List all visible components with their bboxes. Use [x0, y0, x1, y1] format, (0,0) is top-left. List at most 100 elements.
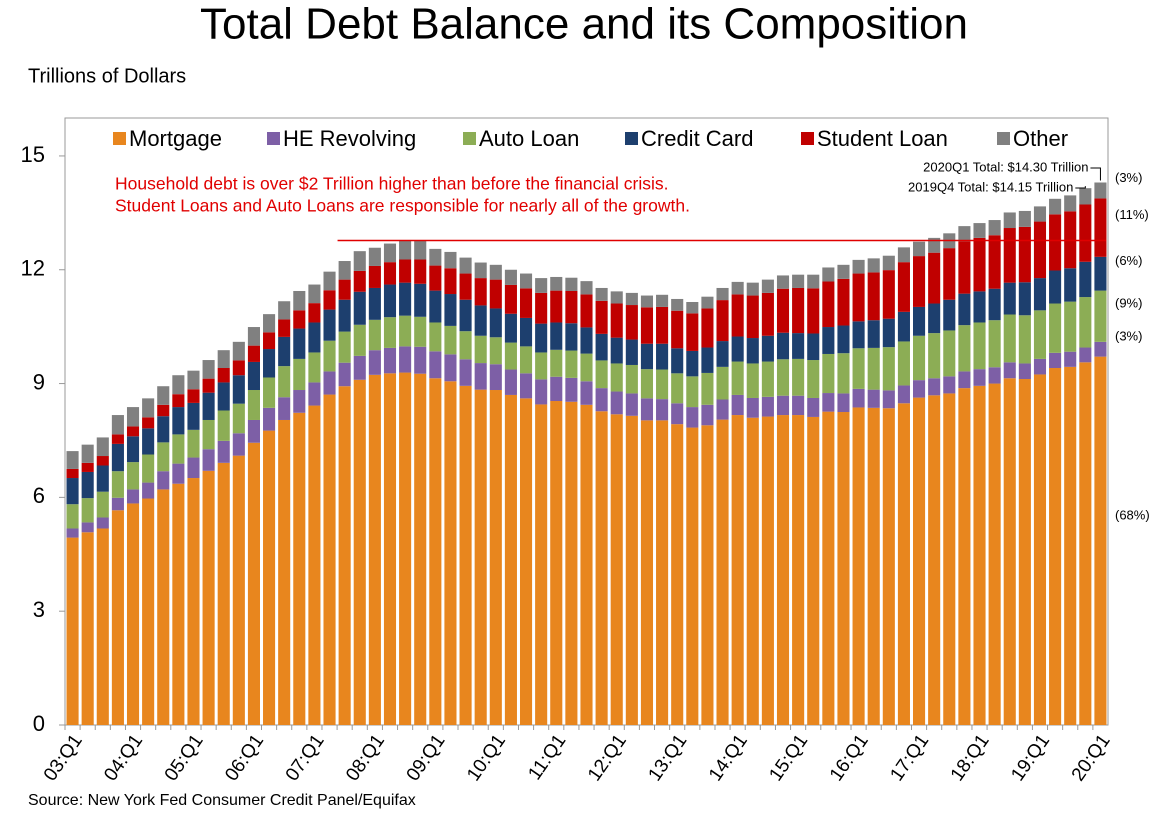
- bar-segment: [746, 363, 759, 398]
- bar-segment: [1064, 195, 1077, 212]
- bar-segment: [852, 348, 865, 389]
- x-tick-label: 09:Q1: [403, 731, 450, 785]
- bar-segment: [580, 327, 593, 354]
- bar-segment: [172, 407, 185, 435]
- bar-segment: [701, 296, 714, 309]
- bar-segment: [353, 270, 366, 292]
- bar-segment: [1049, 270, 1062, 304]
- bar-segment: [353, 355, 366, 380]
- bar-segment: [444, 251, 457, 269]
- bar-segment: [716, 300, 729, 342]
- bar-segment: [686, 301, 699, 314]
- bar-segment: [897, 311, 910, 342]
- bar-segment: [353, 324, 366, 356]
- bar-segment: [837, 278, 850, 326]
- bar-segment: [383, 317, 397, 348]
- bar-segment: [580, 404, 593, 725]
- bar-segment: [459, 299, 472, 332]
- bar-segment: [459, 331, 472, 360]
- bar-segment: [973, 223, 986, 238]
- bar-segment: [973, 237, 986, 292]
- bar-segment: [232, 360, 245, 376]
- bar-segment: [263, 407, 276, 431]
- bar-segment: [96, 528, 109, 725]
- x-tick-label: 07:Q1: [282, 731, 329, 785]
- bar-segment: [111, 434, 124, 444]
- bar-segment: [278, 397, 291, 420]
- bar-segment: [202, 470, 215, 725]
- bar-segment: [807, 333, 820, 361]
- bar-segment: [1064, 268, 1077, 302]
- bar-segment: [973, 385, 986, 725]
- bar-segment: [293, 290, 306, 311]
- bar-segment: [157, 471, 170, 490]
- bar-segment: [565, 323, 578, 351]
- share-label: (11%): [1115, 207, 1149, 222]
- bar-segment: [459, 257, 472, 274]
- bar-segment: [625, 393, 638, 416]
- bar-segment: [958, 241, 971, 294]
- bar-segment: [232, 341, 245, 361]
- bar-segment: [610, 291, 623, 304]
- bar-segment: [701, 308, 714, 348]
- bar-segment: [852, 321, 865, 349]
- bar-segment: [429, 378, 442, 725]
- bar-segment: [142, 428, 155, 455]
- bar-segment: [323, 271, 336, 291]
- bar-segment: [625, 339, 638, 365]
- bar-segment: [338, 279, 351, 300]
- bar-segment: [792, 358, 805, 396]
- bar-segment: [1094, 290, 1107, 342]
- x-tick-label: 03:Q1: [40, 731, 87, 785]
- bar-segment: [988, 288, 1001, 321]
- bar-segment: [489, 308, 502, 338]
- bar-segment: [1049, 214, 1062, 271]
- bar-segment: [1003, 282, 1016, 315]
- bar-segment: [867, 272, 880, 321]
- bar-segment: [111, 443, 124, 472]
- bar-segment: [368, 319, 381, 351]
- bar-segment: [565, 290, 578, 324]
- bar-segment: [247, 327, 260, 346]
- bar-segment: [852, 407, 865, 725]
- bar-segment: [671, 298, 684, 311]
- bar-segment: [1064, 301, 1077, 352]
- bar-segment: [519, 317, 533, 347]
- bar-segment: [1079, 362, 1092, 725]
- bar-segment: [278, 419, 291, 725]
- bar-segment: [368, 374, 381, 725]
- bar-segment: [81, 462, 94, 472]
- bar-segment: [822, 267, 835, 282]
- bar-segment: [761, 292, 774, 336]
- bar-segment: [973, 369, 986, 386]
- bar-segment: [867, 258, 880, 273]
- bar-segment: [595, 360, 608, 389]
- bar-segment: [943, 330, 956, 377]
- bar-segment: [822, 281, 835, 328]
- bar-segment: [1018, 315, 1031, 364]
- bar-segment: [716, 419, 729, 725]
- bar-segment: [66, 468, 79, 479]
- x-tick-label: 11:Q1: [524, 731, 570, 784]
- bar-segment: [640, 295, 654, 308]
- bar-segment: [701, 425, 714, 725]
- bar-segment: [126, 436, 140, 463]
- bar-segment: [958, 293, 971, 326]
- bar-segment: [1018, 379, 1031, 725]
- bar-segment: [807, 397, 820, 417]
- bar-segment: [943, 376, 956, 394]
- bar-segment: [429, 265, 442, 291]
- bar-segment: [610, 414, 623, 725]
- bar-segment: [399, 372, 412, 725]
- bar-segment: [595, 300, 608, 334]
- bar-segment: [565, 377, 578, 402]
- bar-segment: [399, 240, 412, 260]
- bar-segment: [66, 478, 79, 505]
- bar-segment: [429, 290, 442, 323]
- y-tick-label: 6: [33, 483, 45, 508]
- bar-segment: [1003, 212, 1016, 229]
- bar-segment: [671, 348, 684, 374]
- bar-segment: [1033, 278, 1047, 311]
- bar-segment: [807, 274, 820, 289]
- bar-segment: [263, 430, 276, 725]
